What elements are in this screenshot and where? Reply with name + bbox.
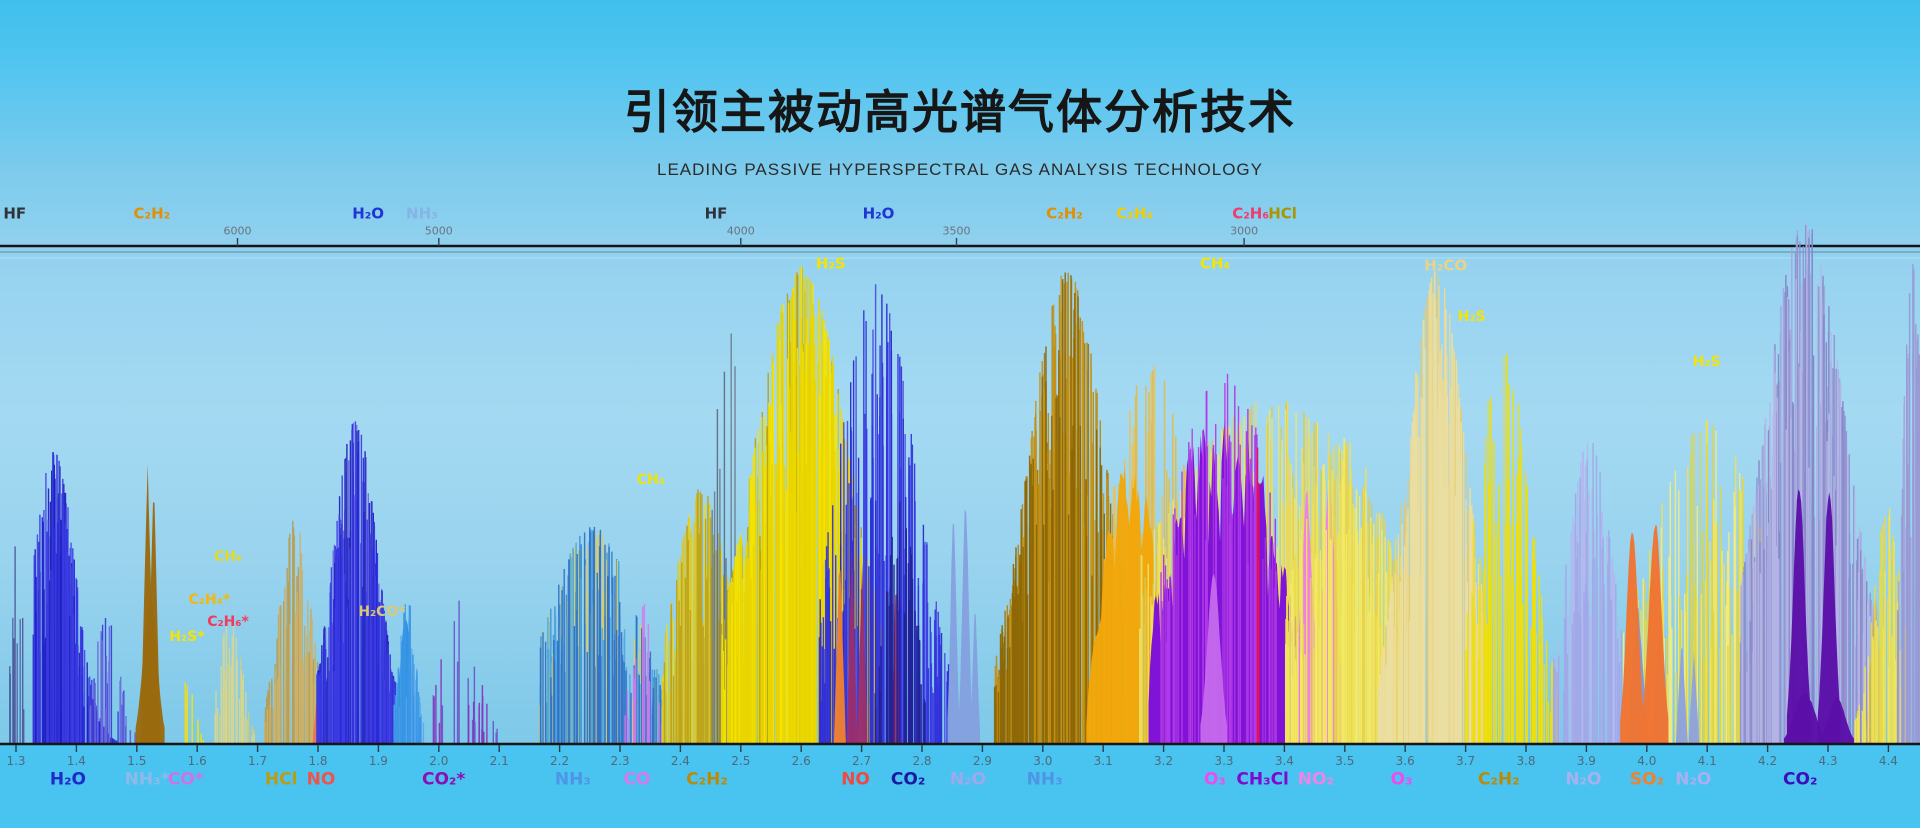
page-title: 引领主被动高光谱气体分析技术 bbox=[624, 85, 1296, 139]
hero-text: 引领主被动高光谱气体分析技术 LEADING PASSIVE HYPERSPEC… bbox=[0, 0, 1920, 180]
page-subtitle: LEADING PASSIVE HYPERSPECTRAL GAS ANALYS… bbox=[657, 160, 1263, 179]
